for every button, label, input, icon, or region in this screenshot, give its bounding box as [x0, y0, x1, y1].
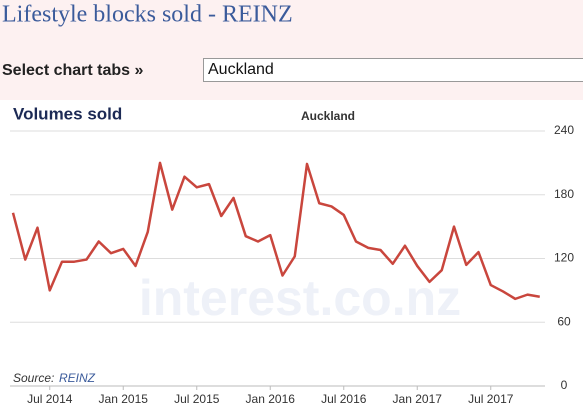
x-tick-label: Jul 2017 [468, 392, 514, 406]
y-tick-label: 240 [554, 123, 574, 137]
header-band [0, 0, 583, 100]
x-tick-label: Jan 2016 [246, 392, 296, 406]
y-tick-label: 0 [561, 378, 568, 392]
line-series [11, 161, 540, 301]
x-tick-label: Jul 2015 [174, 392, 220, 406]
y-tick-label: 180 [554, 187, 574, 201]
x-tick-label: Jan 2015 [99, 392, 149, 406]
selector-value[interactable]: Auckland [208, 61, 274, 78]
page-title: Lifestyle blocks sold - REINZ [2, 2, 293, 28]
watermark: interest.co.nz [139, 270, 461, 326]
chart-subtitle: Auckland [301, 109, 355, 123]
y-tick-label: 60 [557, 314, 571, 328]
selector-box[interactable] [203, 58, 583, 82]
chart-title: Volumes sold [13, 104, 122, 123]
x-tick-label: Jul 2016 [321, 392, 367, 406]
x-tick-label: Jan 2017 [393, 392, 443, 406]
source-label: Source: [13, 371, 54, 385]
source-link[interactable]: REINZ [59, 371, 96, 385]
selector-label: Select chart tabs » [2, 62, 144, 79]
x-tick-label: Jul 2014 [27, 392, 73, 406]
y-tick-label: 120 [554, 251, 574, 265]
